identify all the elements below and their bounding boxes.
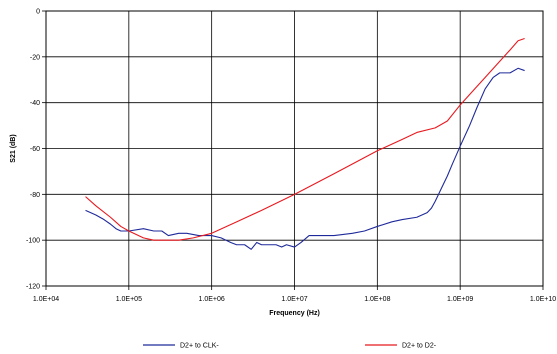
series-lines: [85, 37, 525, 250]
series-line-2: [85, 37, 525, 241]
legend: D2+ to CLK- D2+ to D2-: [143, 343, 437, 350]
y-tick-label: -100: [26, 238, 40, 245]
gridlines: [42, 10, 544, 290]
y-axis-title: S21 (dB): [10, 134, 17, 162]
legend-label-1: D2+ to CLK-: [180, 343, 219, 350]
x-tick-label: 1.0E+08: [364, 296, 390, 303]
legend-label-2: D2+ to D2-: [402, 343, 437, 350]
x-tick-label: 1.0E+04: [33, 296, 59, 303]
y-tick-label: 0: [36, 9, 40, 16]
y-tick-label: -80: [30, 192, 40, 199]
series-line-1: [85, 67, 525, 250]
x-tick-label: 1.0E+09: [447, 296, 473, 303]
x-tick-label: 1.0E+10: [530, 296, 556, 303]
x-axis-title: Frequency (Hz): [269, 310, 320, 317]
y-tick-label: -40: [30, 100, 40, 107]
y-tick-label: -60: [30, 146, 40, 153]
x-axis-tick-labels: 1.0E+04 1.0E+05 1.0E+06 1.0E+07 1.0E+08 1.0E+…: [33, 296, 556, 303]
x-tick-label: 1.0E+06: [199, 296, 225, 303]
x-tick-label: 1.0E+07: [281, 296, 307, 303]
y-tick-label: -20: [30, 54, 40, 61]
y-axis-tick-labels: 0 -20 -40 -60 -80 -100 -120: [26, 9, 40, 291]
plot-area-frame: [45, 10, 544, 287]
x-tick-label: 1.0E+05: [116, 296, 142, 303]
y-tick-label: -120: [26, 284, 40, 291]
